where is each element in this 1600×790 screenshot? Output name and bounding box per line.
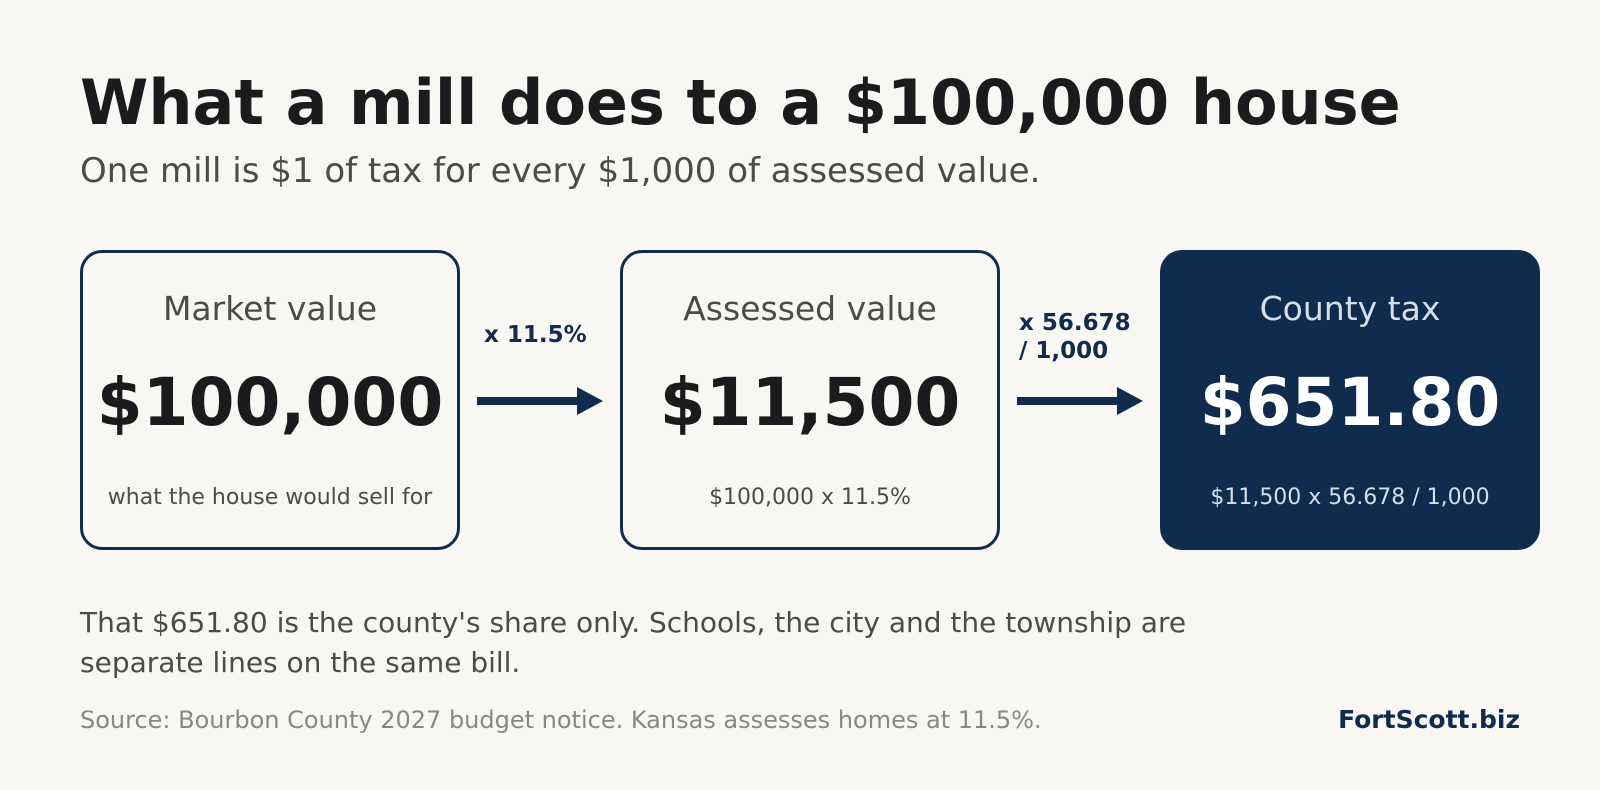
page-title: What a mill does to a $100,000 house xyxy=(80,66,1401,139)
market-value-amount: $100,000 xyxy=(96,364,444,441)
brand-logo: FortScott.biz xyxy=(1338,705,1520,734)
county-tax-amount: $651.80 xyxy=(1199,364,1501,441)
market-value-label: Market value xyxy=(162,289,378,328)
assessed-value-box: Assessed value $11,500 $100,000 x 11.5% xyxy=(620,250,1000,550)
arrow-right-icon xyxy=(477,387,603,415)
mill-rate-line-2: / 1,000 xyxy=(1019,337,1109,364)
assessed-value-label: Assessed value xyxy=(683,289,937,328)
county-tax-note: $11,500 x 56.678 / 1,000 xyxy=(1210,485,1490,510)
assessment-rate-label: x 11.5% xyxy=(484,322,587,350)
market-value-box: Market value $100,000 what the house wou… xyxy=(80,250,460,550)
source-note: Source: Bourbon County 2027 budget notic… xyxy=(80,706,1042,734)
mill-rate-line-1: x 56.678 xyxy=(1019,310,1131,336)
footnote: That $651.80 is the county's share only.… xyxy=(80,606,1187,679)
assessed-value-note: $100,000 x 11.5% xyxy=(709,485,911,510)
assessment-rate-line: x 11.5% xyxy=(484,322,587,348)
arrow-right-icon xyxy=(1017,387,1143,415)
page-subtitle: One mill is $1 of tax for every $1,000 o… xyxy=(80,151,1041,191)
assessed-value-amount: $11,500 xyxy=(659,364,961,441)
county-tax-label: County tax xyxy=(1259,289,1441,328)
mill-rate-label: x 56.678 / 1,000 xyxy=(1019,310,1131,365)
market-value-note: what the house would sell for xyxy=(107,485,433,510)
county-tax-box: County tax $651.80 $11,500 x 56.678 / 1,… xyxy=(1160,250,1540,550)
